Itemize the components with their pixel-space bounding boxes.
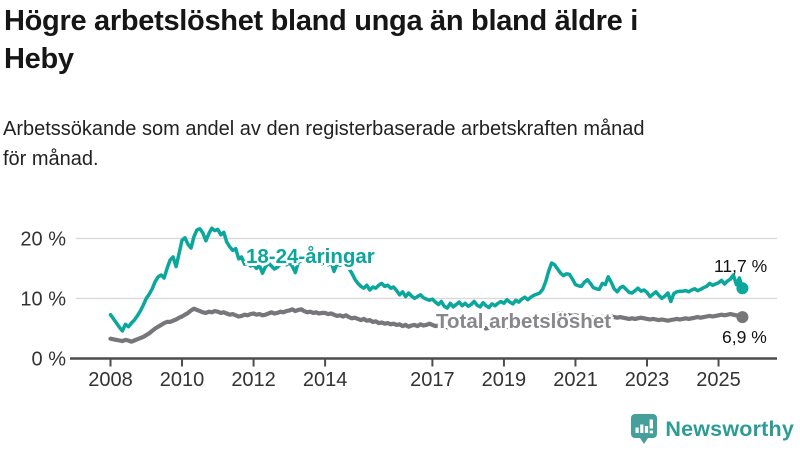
end-value-label-total: 6,9 % <box>722 327 767 347</box>
x-axis-tick-label: 2012 <box>231 369 276 391</box>
x-axis-tick-label: 2008 <box>88 369 133 391</box>
brand-footer[interactable]: Newsworthy <box>631 414 794 444</box>
newsworthy-logo-icon <box>631 414 658 444</box>
end-value-label-youth: 11,7 % <box>714 256 768 276</box>
x-axis-tick-label: 2017 <box>410 369 455 391</box>
x-axis-tick-label: 2025 <box>696 369 741 391</box>
x-axis-tick-label: 2010 <box>160 369 205 391</box>
x-axis-tick-label: 2021 <box>553 369 598 391</box>
series-label-total: Total arbetslöshet <box>436 310 612 333</box>
series-end-dot-total <box>736 311 749 324</box>
series-line-youth <box>108 226 745 333</box>
x-axis-tick-label: 2023 <box>625 369 670 391</box>
chart-title: Högre arbetslöshet bland unga än bland ä… <box>4 5 638 76</box>
y-axis-tick-label: 20 % <box>20 228 66 250</box>
y-axis-tick-label: 10 % <box>20 288 66 310</box>
x-axis-tick-label: 2014 <box>303 369 348 391</box>
series-end-dot-youth <box>736 282 749 295</box>
series-label-youth: 18-24-åringar <box>246 245 375 268</box>
series-line-total <box>108 306 745 344</box>
brand-name: Newsworthy <box>665 416 794 441</box>
y-axis-tick-label: 0 % <box>32 349 67 371</box>
chart-subtitle: Arbetssökande som andel av den registerb… <box>3 118 645 170</box>
x-axis-tick-label: 2019 <box>482 369 527 391</box>
